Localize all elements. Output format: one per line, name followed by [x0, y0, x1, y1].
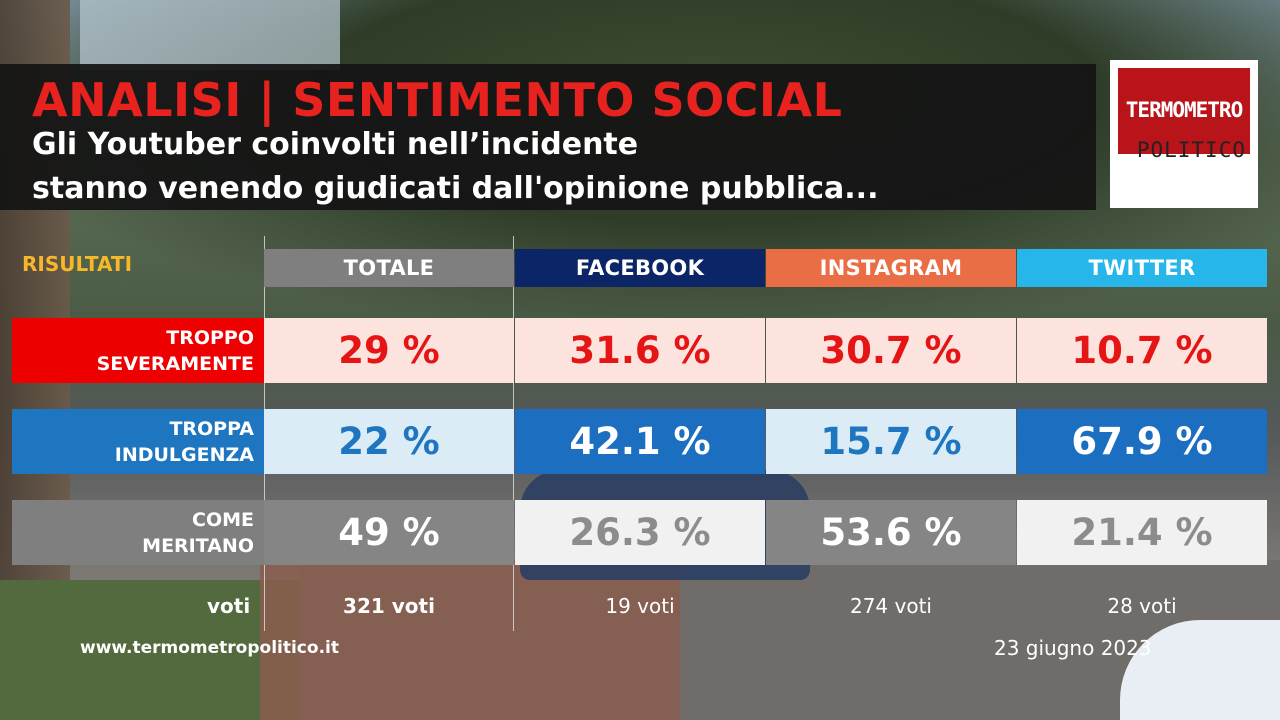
footer-url: www.termometropolitico.it — [80, 638, 339, 658]
logo-text-line1: TERMOMETRO — [1125, 98, 1243, 122]
vote-count: 28 voti — [1107, 594, 1177, 618]
logo-text-line2: POLITICO — [1136, 138, 1246, 162]
subtitle-line-2: stanno venendo giudicati dall'opinione p… — [32, 171, 879, 206]
data-cell: 22 % — [264, 409, 514, 474]
row-label: TROPPA INDULGENZA — [12, 409, 264, 474]
data-cell: 42.1 % — [515, 409, 765, 474]
data-cell: 49 % — [264, 500, 514, 565]
data-cell: 10.7 % — [1017, 318, 1267, 383]
subtitle-line-1: Gli Youtuber coinvolti nell’incidente — [32, 127, 639, 162]
row-label-line1: TROPPA — [169, 417, 254, 440]
vote-count: 19 voti — [605, 594, 675, 618]
vote-count: 321 voti — [343, 594, 435, 618]
data-cell: 29 % — [264, 318, 514, 383]
data-cell: 30.7 % — [766, 318, 1016, 383]
row-label-line2: INDULGENZA — [114, 443, 254, 466]
data-cell: 67.9 % — [1017, 409, 1267, 474]
votes-label: voti — [207, 594, 251, 618]
data-cell: 31.6 % — [515, 318, 765, 383]
row-label-line2: SEVERAMENTE — [96, 352, 254, 375]
column-header-instagram: INSTAGRAM — [766, 249, 1016, 287]
brand-logo: TERMOMETRO POLITICO — [1110, 60, 1258, 208]
data-cell: 21.4 % — [1017, 500, 1267, 565]
column-header-twitter: TWITTER — [1017, 249, 1267, 287]
footer-date: 23 giugno 2023 — [994, 636, 1152, 660]
data-cell: 15.7 % — [766, 409, 1016, 474]
row-label: COME MERITANO — [12, 500, 264, 565]
data-cell: 26.3 % — [515, 500, 765, 565]
vote-count: 274 voti — [849, 594, 932, 618]
page-title: ANALISI | SENTIMENTO SOCIAL — [32, 73, 843, 127]
logo-red-block — [1118, 68, 1250, 154]
column-header-facebook: FACEBOOK — [515, 249, 765, 287]
row-label-line1: TROPPO — [166, 326, 254, 349]
row-label: TROPPO SEVERAMENTE — [12, 318, 264, 383]
data-cell: 53.6 % — [766, 500, 1016, 565]
column-header-totale: TOTALE — [264, 249, 514, 287]
section-label: RISULTATI — [22, 252, 133, 276]
row-label-line2: MERITANO — [142, 534, 254, 557]
title-banner — [0, 64, 1096, 210]
row-label-line1: COME — [192, 508, 254, 531]
